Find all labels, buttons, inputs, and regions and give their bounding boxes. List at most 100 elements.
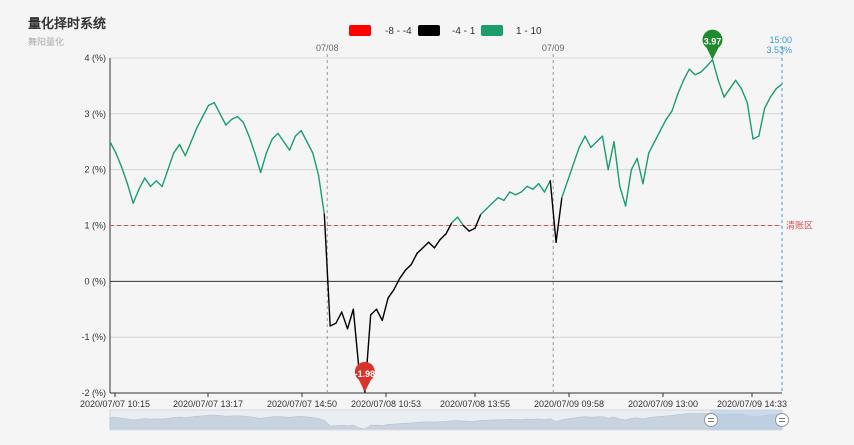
data-zoom-handle-right[interactable] [775, 413, 789, 427]
series-segment [532, 182, 540, 190]
series-segment [595, 135, 604, 143]
data-zoom-selection[interactable] [710, 410, 782, 430]
series-segment [769, 88, 777, 98]
series-segment [601, 135, 609, 171]
series-line [109, 58, 783, 393]
series-segment [520, 185, 528, 193]
series-segment [642, 152, 650, 185]
series-segment [491, 196, 499, 204]
series-segment [445, 222, 453, 235]
series-segment [485, 202, 494, 210]
series-segment [537, 182, 546, 193]
x-tick-label: 2020/07/08 13:55 [440, 399, 510, 409]
series-segment [694, 71, 702, 76]
series-segment [503, 191, 511, 202]
series-segment [752, 135, 760, 140]
series-segment [509, 191, 517, 196]
series-segment [109, 141, 117, 154]
series-segment [462, 224, 470, 232]
y-tick-label: -2 (%) [82, 388, 107, 398]
series-segment [167, 152, 175, 171]
series-segment [155, 180, 163, 188]
series-segment [393, 277, 401, 291]
series-segment [775, 83, 783, 90]
chart-subtitle: 舞阳量化 [28, 36, 64, 47]
series-segment [120, 166, 129, 185]
series-segment [665, 110, 673, 121]
series-segment [451, 216, 459, 224]
series-segment [630, 157, 638, 171]
series-segment [427, 241, 436, 249]
series-segment [265, 138, 273, 154]
series-segment [763, 96, 772, 109]
clear-zone-label: 清账区 [786, 220, 813, 231]
legend[interactable]: -8 - -4 -4 - 1 1 - 10 [349, 25, 542, 37]
series-segment [677, 79, 685, 95]
x-tick-label: 2020/07/09 13:00 [628, 399, 698, 409]
series-segment [404, 263, 412, 271]
series-segment [613, 141, 621, 188]
min-pin: -1.98 [354, 361, 375, 392]
series-segment [584, 135, 592, 149]
series-segment [480, 208, 488, 216]
series-segment [178, 143, 187, 157]
max-pin: 3.97 [702, 29, 723, 60]
y-axis: -2 (%) -1 (%) 0 (%) 1 (%) 2 (%) 3 (%) 4 (%) [82, 53, 111, 398]
min-pin-marker [354, 361, 375, 392]
x-tick-label: 2020/07/07 10:15 [80, 399, 150, 409]
series-segment [619, 185, 627, 207]
series-segment [288, 135, 297, 151]
series-segment [648, 141, 656, 154]
y-tick-label: 4 (%) [84, 53, 106, 63]
legend-swatch-black[interactable] [418, 25, 440, 36]
series-segment [578, 135, 586, 149]
series-segment [740, 88, 748, 104]
legend-item-green[interactable]: 1 - 10 [481, 25, 542, 37]
x-tick-label: 2020/07/07 14:50 [267, 399, 337, 409]
series-segment [543, 180, 551, 193]
series-segment [126, 182, 134, 204]
series-segment [230, 115, 239, 121]
series-segment [398, 269, 407, 280]
series-segment [138, 177, 146, 190]
extreme-pins: 3.97 -1.98 [354, 29, 723, 392]
data-zoom-handle-left[interactable] [704, 413, 718, 427]
series-segment [572, 146, 580, 165]
series-segment [300, 129, 308, 143]
series-segment [341, 311, 349, 330]
data-zoom-slider[interactable] [109, 409, 789, 431]
max-pin-label: 3.97 [704, 37, 722, 47]
chart-title: 量化择时系统 [28, 16, 106, 31]
series-segment [624, 168, 633, 207]
legend-item-black[interactable]: -4 - 1 [418, 25, 476, 37]
legend-item-red[interactable]: -8 - -4 [349, 25, 412, 37]
data-zoom-preview [109, 412, 783, 430]
x-tick-label: 2020/07/08 10:53 [351, 399, 421, 409]
legend-label-green: 1 - 10 [516, 26, 542, 37]
series-segment [688, 68, 696, 76]
legend-swatch-green[interactable] [481, 25, 503, 36]
series-segment [700, 65, 708, 73]
series-segment [352, 308, 360, 372]
series-segment [456, 216, 465, 227]
x-tick-label: 2020/07/07 13:17 [173, 399, 243, 409]
series-segment [375, 308, 383, 322]
series-segment [555, 196, 563, 243]
series-segment [323, 213, 331, 327]
day-label: 07/08 [316, 43, 339, 53]
series-segment [433, 238, 441, 249]
legend-swatch-red[interactable] [349, 25, 371, 36]
series-segment [497, 196, 505, 202]
reference-line: 清账区 [110, 220, 813, 231]
series-segment [717, 79, 725, 98]
series-segment [758, 107, 766, 137]
day-break-lines: 07/08 07/09 [316, 43, 564, 393]
series-segment [317, 174, 326, 216]
legend-label-black: -4 - 1 [452, 26, 476, 37]
y-tick-label: 0 (%) [84, 276, 106, 286]
series-segment [201, 104, 210, 118]
series-segment [207, 101, 215, 107]
series-segment [149, 180, 158, 188]
legend-label-red: -8 - -4 [385, 26, 412, 37]
